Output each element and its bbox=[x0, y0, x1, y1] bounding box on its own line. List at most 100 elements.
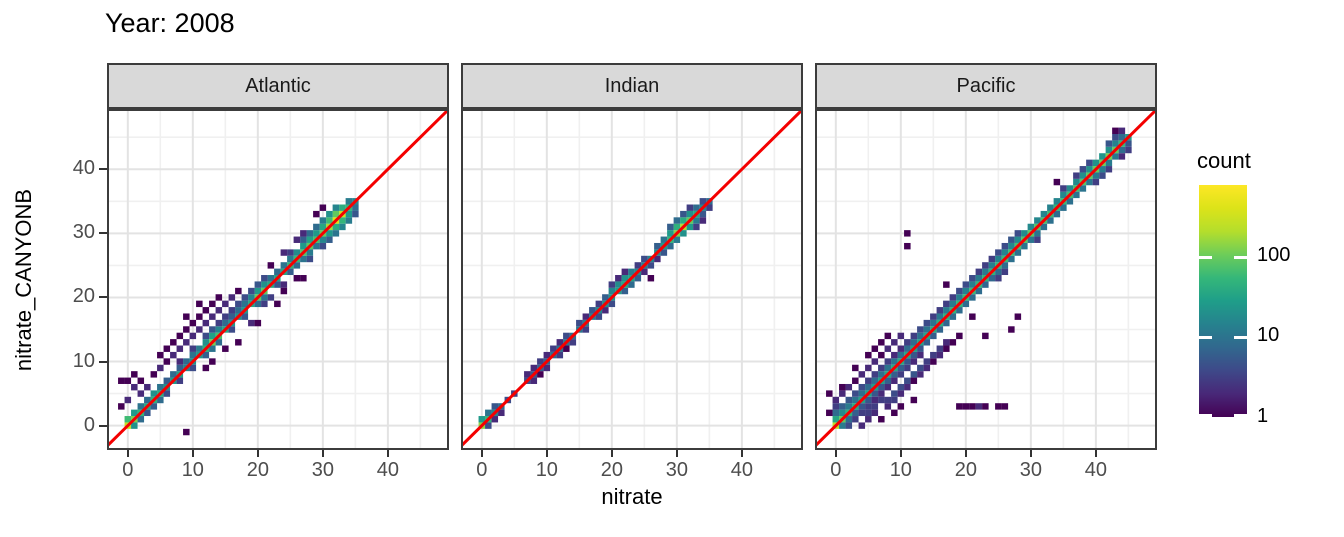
count-bin bbox=[673, 236, 681, 243]
count-bin bbox=[313, 230, 320, 237]
legend-tick-mark bbox=[1234, 414, 1247, 417]
count-bin bbox=[975, 287, 983, 295]
count-bin bbox=[930, 313, 937, 320]
count-bin bbox=[293, 262, 301, 269]
count-bin bbox=[144, 409, 151, 417]
count-bin bbox=[845, 383, 853, 391]
count-bin bbox=[647, 262, 655, 269]
legend-tick-label: 1 bbox=[1257, 405, 1269, 427]
count-bin bbox=[215, 339, 223, 346]
count-bin bbox=[865, 351, 872, 359]
count-bin bbox=[563, 332, 570, 340]
count-bin bbox=[917, 345, 924, 352]
count-bin bbox=[910, 351, 918, 359]
count-bin bbox=[241, 294, 249, 301]
count-bin bbox=[686, 210, 694, 218]
count-bin bbox=[313, 210, 320, 218]
count-bin bbox=[1053, 198, 1061, 205]
legend-tick-mark bbox=[1234, 255, 1247, 259]
count-bin bbox=[163, 390, 171, 397]
count-bin bbox=[170, 371, 177, 378]
count-bin bbox=[995, 403, 1002, 410]
count-bin bbox=[845, 416, 853, 423]
count-bin bbox=[667, 242, 674, 250]
count-bin bbox=[975, 268, 983, 276]
count-bin bbox=[248, 319, 255, 327]
count-bin bbox=[995, 249, 1002, 256]
count-bin bbox=[1001, 242, 1009, 250]
count-bin bbox=[871, 345, 879, 352]
count-bin bbox=[654, 242, 661, 250]
count-bin bbox=[319, 242, 327, 250]
count-bin bbox=[897, 332, 905, 340]
count-bin bbox=[699, 210, 707, 218]
panel-border bbox=[815, 109, 1157, 450]
count-bin bbox=[949, 294, 957, 301]
count-bin bbox=[943, 300, 950, 308]
count-bin bbox=[706, 204, 713, 211]
count-bin bbox=[1053, 178, 1061, 186]
legend-tick-label: 100 bbox=[1257, 243, 1291, 266]
count-bin bbox=[319, 217, 327, 224]
count-bin bbox=[1079, 172, 1087, 179]
count-bin bbox=[839, 409, 846, 417]
count-bin bbox=[1118, 153, 1126, 160]
count-bin bbox=[582, 313, 590, 320]
count-bin bbox=[904, 242, 911, 250]
x-axis-tick-label: 30 bbox=[665, 459, 688, 481]
count-bin bbox=[144, 396, 151, 404]
count-bin bbox=[1112, 153, 1119, 160]
count-bin bbox=[1066, 198, 1074, 205]
count-bin bbox=[183, 313, 190, 320]
count-bin bbox=[852, 409, 859, 417]
count-bin bbox=[293, 275, 301, 282]
count-bin bbox=[124, 377, 132, 384]
legend-tick-mark bbox=[1199, 414, 1212, 417]
count-bin bbox=[936, 307, 944, 314]
x-axis-tick-label: 20 bbox=[954, 459, 977, 481]
count-bin bbox=[923, 319, 931, 327]
count-bin bbox=[491, 416, 499, 423]
legend-tick-mark bbox=[1199, 336, 1212, 340]
facet-strip-label: Atlantic bbox=[245, 74, 311, 97]
x-axis-tick-label: 20 bbox=[600, 459, 623, 481]
count-bin bbox=[878, 339, 885, 346]
count-bin bbox=[176, 358, 184, 365]
count-bin bbox=[962, 281, 970, 288]
count-bin bbox=[183, 428, 190, 436]
identity-line bbox=[813, 107, 1159, 448]
count-bin bbox=[157, 364, 164, 372]
x-axis-tick bbox=[386, 450, 389, 457]
count-bin bbox=[1073, 191, 1080, 199]
count-bin bbox=[832, 396, 840, 404]
count-bin bbox=[157, 383, 164, 391]
count-bin bbox=[261, 294, 268, 301]
count-bin bbox=[871, 377, 879, 384]
count-bin bbox=[615, 275, 622, 282]
count-bin bbox=[118, 377, 125, 384]
count-bin bbox=[956, 332, 963, 340]
count-bin bbox=[871, 409, 879, 417]
count-bin bbox=[215, 294, 223, 301]
count-bin bbox=[595, 300, 603, 308]
count-bin bbox=[537, 371, 544, 378]
count-bin bbox=[962, 300, 970, 308]
x-axis-tick-label: 40 bbox=[730, 459, 753, 481]
count-bin bbox=[150, 403, 158, 410]
count-bin bbox=[995, 275, 1002, 282]
count-bin bbox=[930, 332, 937, 340]
facet-strip-label: Pacific bbox=[956, 74, 1016, 97]
count-bin bbox=[491, 403, 499, 410]
count-bin bbox=[1008, 326, 1015, 333]
count-bin bbox=[871, 403, 879, 410]
count-bin bbox=[930, 358, 937, 365]
x-axis-tick-label: 40 bbox=[1084, 459, 1107, 481]
count-bin bbox=[884, 403, 892, 410]
count-bin bbox=[699, 198, 707, 205]
count-bin bbox=[202, 351, 210, 359]
count-bin bbox=[235, 307, 242, 314]
count-bin bbox=[982, 403, 989, 410]
count-bin bbox=[209, 332, 216, 340]
count-bin bbox=[865, 364, 872, 372]
count-bin bbox=[131, 371, 138, 378]
